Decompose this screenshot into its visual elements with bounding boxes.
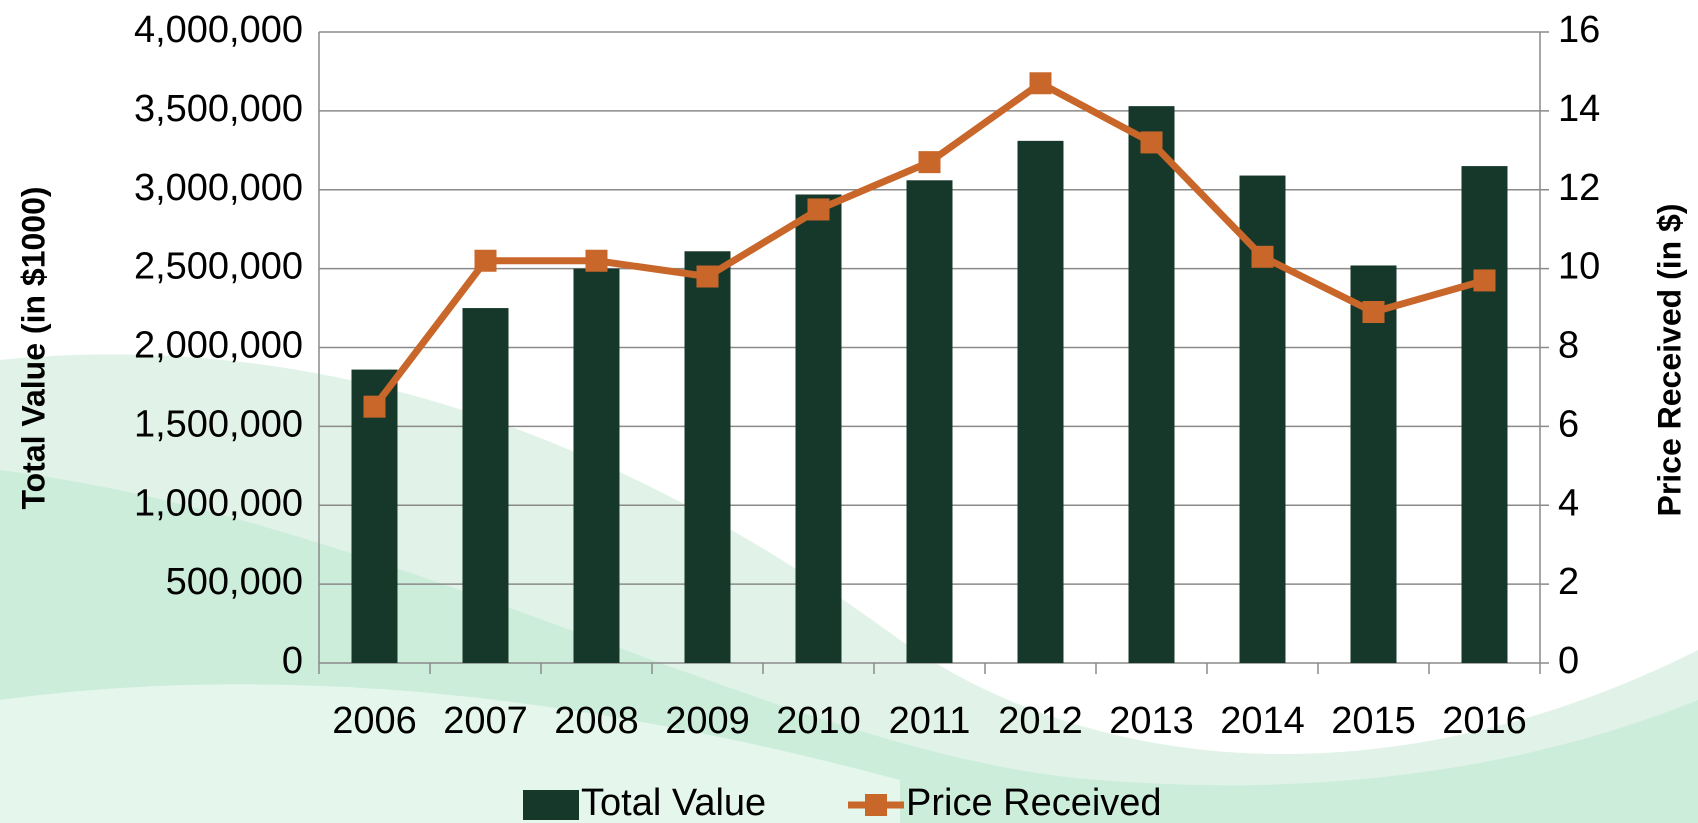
y2-tick-label: 12 [1558,167,1600,209]
y-tick-label: 2,500,000 [134,246,303,288]
y2-tick-label: 8 [1558,325,1579,367]
background-decoration [0,354,1698,823]
x-tick-label: 2006 [332,700,417,742]
y2-tick-label: 10 [1558,246,1600,288]
marker [918,151,941,174]
y2-tick-label: 14 [1558,88,1600,130]
y-tick-label: 3,000,000 [134,167,303,209]
marker [807,198,830,221]
marker [1140,131,1163,154]
x-tick-label: 2011 [889,700,971,742]
marker [696,265,719,288]
legend-swatch [865,794,887,816]
legend-label: Total Value [581,782,766,823]
bar [1461,166,1508,663]
legend-label: Price Received [906,782,1162,823]
bar [351,369,398,663]
y2-tick-label: 4 [1558,482,1579,524]
marker [1362,301,1385,324]
legend-swatch [523,790,579,820]
bar [1128,106,1175,663]
bar [795,194,842,664]
x-tick-label: 2015 [1331,700,1416,742]
x-tick-label: 2014 [1220,700,1305,742]
y-tick-label: 500,000 [166,561,303,603]
y2-tick-label: 2 [1558,561,1579,603]
bar [684,251,731,663]
marker [585,249,608,272]
x-tick-label: 2007 [443,700,528,742]
marker [1251,245,1274,268]
y-axis-title: Total Value (in $1000) [15,186,51,509]
bar [1017,140,1064,663]
y-tick-label: 1,000,000 [134,482,303,524]
y-tick-label: 0 [282,640,303,682]
x-tick-label: 2013 [1109,700,1194,742]
marker [474,249,497,272]
y2-tick-label: 6 [1558,403,1579,445]
x-tick-label: 2009 [665,700,750,742]
marker [1029,72,1052,95]
x-tick-label: 2012 [998,700,1083,742]
y-tick-label: 4,000,000 [134,9,303,51]
y-tick-label: 3,500,000 [134,88,303,130]
y-tick-label: 1,500,000 [134,403,303,445]
marker [363,395,386,418]
bar [906,180,953,663]
y-tick-label: 2,000,000 [134,325,303,367]
marker [1473,269,1496,292]
bar [462,308,509,663]
bar [573,268,620,663]
x-tick-label: 2016 [1442,700,1527,742]
bar [1350,265,1397,663]
x-tick-label: 2010 [776,700,861,742]
y2-tick-label: 0 [1558,640,1579,682]
y2-tick-label: 16 [1558,9,1600,51]
y2-axis-title: Price Received (in $) [1651,203,1687,516]
x-tick-label: 2008 [554,700,639,742]
